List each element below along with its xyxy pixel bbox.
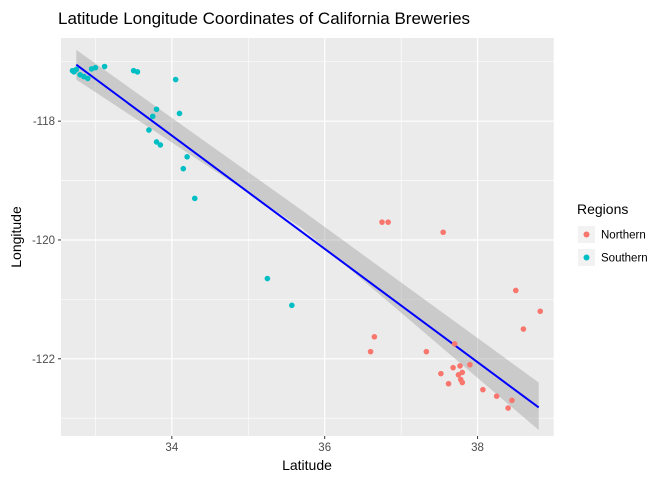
legend-label-northern: Northern [601,230,646,242]
y-tick-label: -120 [32,235,55,247]
point-southern [101,63,108,70]
point-northern [423,348,430,355]
point-northern [467,361,473,368]
y-tick-label: -122 [32,354,55,366]
x-axis-ticks: 34 36 38 [165,436,484,454]
point-southern [157,142,164,148]
point-northern [512,287,519,294]
point-southern [264,275,271,282]
legend: Regions Northern Southern [577,201,648,266]
x-tick-label: 36 [318,442,331,454]
legend-key-northern [583,231,590,238]
point-southern [84,75,91,82]
confidence-band-area [76,49,539,431]
point-southern [149,113,156,120]
point-southern [153,139,160,145]
point-northern [371,333,378,340]
point-northern [440,229,446,236]
chart-title: Latitude Longitude Coordinates of Califo… [58,9,470,28]
point-southern [92,64,99,71]
point-southern [134,69,141,75]
point-northern [438,370,444,377]
legend-title: Regions [577,201,628,217]
point-northern [450,364,456,371]
y-axis-title: Longitude [8,206,24,268]
point-southern [180,165,187,172]
x-axis-title: Latitude [282,457,332,473]
point-southern [176,110,183,117]
point-northern [367,348,374,355]
point-southern [172,76,179,83]
point-southern [146,127,152,133]
point-northern [457,363,463,369]
point-northern [505,405,511,411]
point-northern [537,308,544,315]
data-points [69,63,544,411]
fit-line [75,63,540,409]
point-southern [191,195,198,202]
point-northern [520,326,527,332]
point-southern [153,106,160,113]
point-northern [455,372,462,378]
point-northern [451,341,458,347]
point-northern [459,379,466,386]
confidence-band [76,49,539,431]
legend-label-southern: Southern [601,253,648,265]
point-northern [509,397,515,404]
point-northern [379,219,385,225]
point-northern [445,380,452,387]
y-tick-label: -118 [33,116,55,128]
point-northern [480,386,486,393]
point-southern [289,302,295,309]
point-southern [184,154,190,160]
y-axis-ticks: -118 -120 -122 [32,116,61,366]
legend-key-southern [583,254,590,261]
point-northern [385,219,391,225]
grid-lines [61,38,555,436]
x-tick-label: 34 [165,442,178,454]
x-tick-label: 38 [471,442,484,454]
point-southern [71,69,77,75]
regression-line [75,63,540,409]
point-northern [493,393,500,400]
